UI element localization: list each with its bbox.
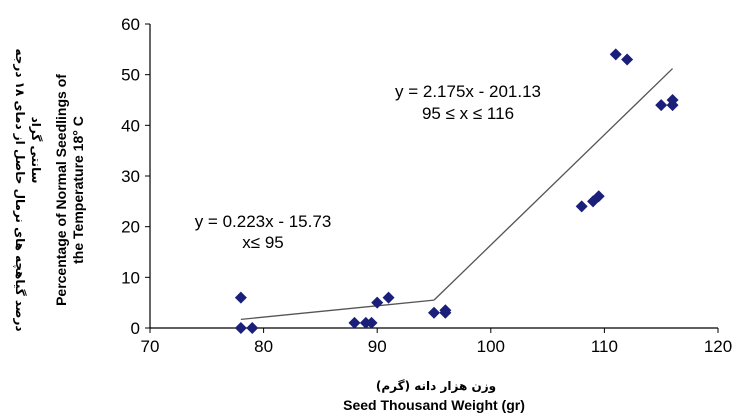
- data-point: [234, 322, 247, 334]
- data-point: [382, 291, 395, 304]
- axes: [149, 24, 718, 329]
- regression-lines: [240, 68, 674, 321]
- data-point: [246, 322, 259, 334]
- x-tick-label: 110: [591, 337, 618, 356]
- eq-low-line-1: y = 0.223x - 15.73: [195, 212, 332, 231]
- data-point: [666, 99, 679, 112]
- x-tick-label: 80: [254, 337, 273, 356]
- eq-high-line-1: y = 2.175x - 201.13: [395, 82, 541, 101]
- eq-low-line-2: x≤ 95: [242, 233, 283, 252]
- y-tick-label: 40: [121, 116, 140, 135]
- x-axis-label: Seed Thousand Weight (gr): [343, 397, 525, 413]
- data-points: [234, 48, 679, 334]
- y-tick-label: 30: [121, 167, 140, 186]
- data-point: [621, 53, 634, 66]
- x-axis-label-persian: وزن هزار دانه (گرم): [376, 379, 496, 394]
- data-point: [655, 99, 668, 112]
- fit-line: [240, 299, 435, 321]
- y-axis-label-persian-line-1: درصد گیاهچه های نرمال حاصل از دمای ۱۸ در…: [13, 48, 27, 331]
- y-axis-label-line-2: the Temperature 18° C: [70, 116, 86, 264]
- equation-annotations: y = 0.223x - 15.73 x≤ 95 y = 2.175x - 20…: [195, 82, 541, 252]
- y-tick-label: 10: [121, 268, 140, 287]
- x-tick-label: 100: [477, 337, 505, 356]
- y-tick-label: 20: [121, 218, 140, 237]
- data-point: [371, 296, 384, 309]
- fit-line: [433, 68, 674, 301]
- data-point: [609, 48, 622, 61]
- data-point: [348, 316, 361, 329]
- x-tick-label: 120: [704, 337, 732, 356]
- y-tick-label: 0: [131, 319, 140, 338]
- eq-high-line-2: 95 ≤ x ≤ 116: [422, 104, 514, 123]
- x-tick-label: 70: [141, 337, 160, 356]
- y-axis-ticks: 0 10 20 30 40 50 60: [121, 15, 150, 338]
- data-point: [575, 200, 588, 213]
- data-point: [365, 316, 378, 329]
- x-axis-ticks: 70 80 90 100 110 120: [141, 328, 732, 356]
- data-point: [439, 304, 452, 317]
- data-point: [234, 291, 247, 304]
- y-axis-label-persian: درصد گیاهچه های نرمال حاصل از دمای ۱۸ در…: [13, 48, 43, 331]
- y-tick-label: 50: [121, 66, 140, 85]
- data-point: [428, 306, 440, 319]
- data-point: [592, 190, 605, 203]
- y-tick-label: 60: [121, 15, 140, 34]
- y-axis-label-line-1: Percentage of Normal Seedlings of: [53, 74, 69, 306]
- y-axis-label-persian-line-2: سانتی گراد: [29, 117, 43, 184]
- y-axis-label: Percentage of Normal Seedlings of the Te…: [53, 74, 86, 306]
- x-tick-label: 90: [368, 337, 387, 356]
